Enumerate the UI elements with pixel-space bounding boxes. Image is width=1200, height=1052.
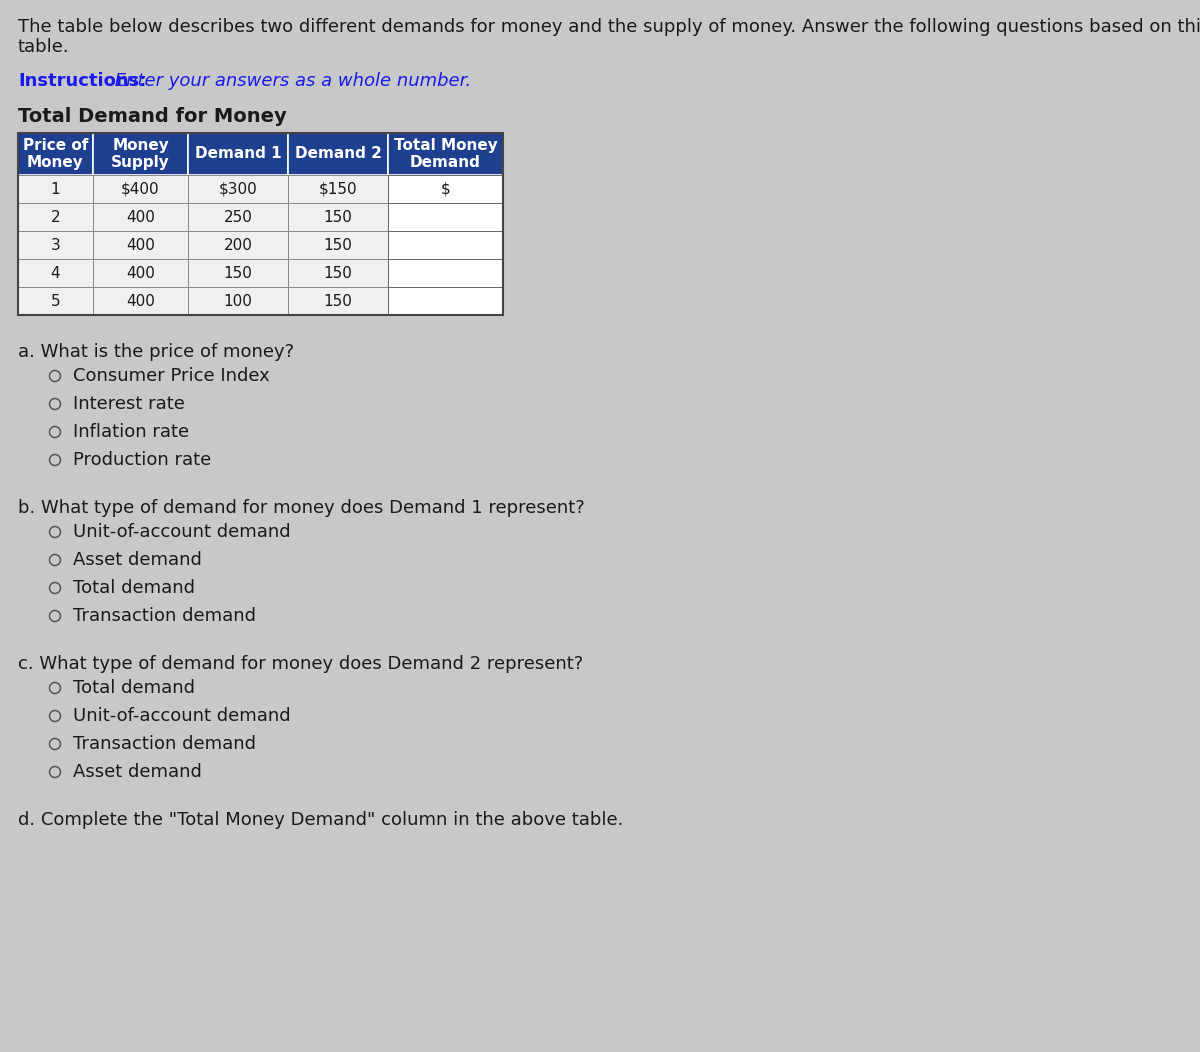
Text: Inflation rate: Inflation rate	[73, 423, 190, 441]
Text: 400: 400	[126, 238, 155, 252]
Text: Asset demand: Asset demand	[73, 551, 202, 569]
Text: Demand 2: Demand 2	[294, 146, 382, 162]
Text: table.: table.	[18, 38, 70, 56]
Text: c. What type of demand for money does Demand 2 represent?: c. What type of demand for money does De…	[18, 655, 583, 673]
Text: 250: 250	[223, 209, 252, 224]
Bar	[94, 133, 188, 175]
Text: Transaction demand: Transaction demand	[73, 607, 256, 625]
Text: 100: 100	[223, 294, 252, 308]
Text: Money
Supply: Money Supply	[112, 138, 170, 170]
Text: 150: 150	[324, 238, 353, 252]
Text: Total demand: Total demand	[73, 579, 194, 596]
Bar	[388, 175, 503, 203]
Text: 5: 5	[50, 294, 60, 308]
Text: Total demand: Total demand	[73, 679, 194, 697]
Text: Unit-of-account demand: Unit-of-account demand	[73, 707, 290, 725]
Text: Price of
Money: Price of Money	[23, 138, 88, 170]
Bar	[388, 259, 503, 287]
Text: Interest rate: Interest rate	[73, 394, 185, 413]
Text: 150: 150	[223, 265, 252, 281]
Text: Demand 1: Demand 1	[194, 146, 281, 162]
Bar	[18, 231, 94, 259]
Text: Asset demand: Asset demand	[73, 763, 202, 781]
Bar	[188, 231, 288, 259]
Text: 200: 200	[223, 238, 252, 252]
Bar	[18, 133, 503, 315]
Bar	[18, 203, 94, 231]
Bar	[188, 259, 288, 287]
Bar	[18, 175, 94, 203]
Bar	[188, 133, 288, 175]
Bar	[188, 175, 288, 203]
Bar	[94, 287, 188, 315]
Text: 1: 1	[50, 182, 60, 197]
Bar	[288, 259, 388, 287]
Text: 150: 150	[324, 265, 353, 281]
Bar	[288, 175, 388, 203]
Text: $: $	[440, 182, 450, 197]
Text: Instructions:: Instructions:	[18, 72, 146, 90]
Bar	[94, 203, 188, 231]
Text: Unit-of-account demand: Unit-of-account demand	[73, 523, 290, 541]
Text: 2: 2	[50, 209, 60, 224]
Text: d. Complete the "Total Money Demand" column in the above table.: d. Complete the "Total Money Demand" col…	[18, 811, 623, 829]
Bar	[388, 231, 503, 259]
Text: Consumer Price Index: Consumer Price Index	[73, 367, 270, 385]
Text: 4: 4	[50, 265, 60, 281]
Bar	[18, 133, 94, 175]
Text: $300: $300	[218, 182, 257, 197]
Text: The table below describes two different demands for money and the supply of mone: The table below describes two different …	[18, 18, 1200, 36]
Bar	[388, 133, 503, 175]
Bar	[94, 175, 188, 203]
Text: 150: 150	[324, 209, 353, 224]
Bar	[18, 287, 94, 315]
Text: Total Demand for Money: Total Demand for Money	[18, 107, 287, 126]
Text: 400: 400	[126, 265, 155, 281]
Bar	[288, 203, 388, 231]
Bar	[188, 287, 288, 315]
Bar	[288, 287, 388, 315]
Bar	[388, 287, 503, 315]
Bar	[288, 133, 388, 175]
Bar	[388, 203, 503, 231]
Text: a. What is the price of money?: a. What is the price of money?	[18, 343, 294, 361]
Text: Transaction demand: Transaction demand	[73, 735, 256, 753]
Text: 400: 400	[126, 209, 155, 224]
Bar	[94, 259, 188, 287]
Text: Production rate: Production rate	[73, 451, 211, 469]
Text: 150: 150	[324, 294, 353, 308]
Text: Enter your answers as a whole number.: Enter your answers as a whole number.	[109, 72, 472, 90]
Text: b. What type of demand for money does Demand 1 represent?: b. What type of demand for money does De…	[18, 499, 584, 517]
Text: Total Money
Demand: Total Money Demand	[394, 138, 497, 170]
Bar	[94, 231, 188, 259]
Text: $400: $400	[121, 182, 160, 197]
Bar	[18, 259, 94, 287]
Bar	[288, 231, 388, 259]
Text: 400: 400	[126, 294, 155, 308]
Text: 3: 3	[50, 238, 60, 252]
Text: $150: $150	[319, 182, 358, 197]
Bar	[188, 203, 288, 231]
